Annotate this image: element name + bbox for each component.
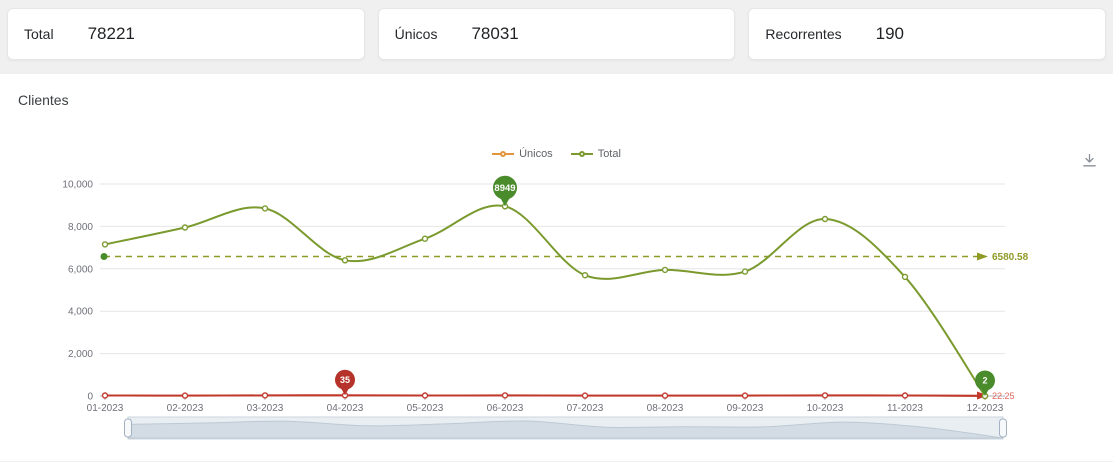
avg-markline-start-dot bbox=[100, 253, 108, 260]
series-point bbox=[901, 273, 909, 281]
series-point bbox=[421, 235, 429, 242]
series-point bbox=[821, 392, 829, 399]
chart-legend: Únicos Total bbox=[0, 148, 1113, 160]
stat-label-unicos: Únicos bbox=[394, 26, 438, 42]
x-axis-tick-label: 11-2023 bbox=[887, 403, 923, 414]
download-icon-glyph bbox=[1082, 153, 1096, 166]
x-axis-tick-label: 10-2023 bbox=[807, 403, 844, 414]
series-line bbox=[104, 204, 986, 397]
series-point bbox=[581, 271, 589, 279]
stat-value-total: 78221 bbox=[87, 24, 135, 43]
datazoom-handle-right[interactable] bbox=[999, 418, 1007, 438]
clientes-panel: Clientes Únicos Total 0 2,000 4,000 6,000 8,0… bbox=[0, 74, 1113, 461]
markpoint-pin: 35 bbox=[335, 369, 355, 396]
stat-card-total: Total 78221 bbox=[7, 8, 365, 60]
panel-title: Clientes bbox=[18, 92, 69, 108]
clientes-chart: Únicos Total 0 2,000 4,000 6,000 8,000 10,000 0… bbox=[0, 112, 1113, 458]
avg-markline-label: 6580.58 bbox=[992, 252, 1029, 263]
legend-label-total: Total bbox=[597, 148, 621, 160]
stat-card-recorrentes: Recorrentes 190 bbox=[748, 8, 1107, 60]
stats-cards-row: Total 78221 Únicos 78031 Recorrentes 190 bbox=[0, 0, 1113, 60]
stat-label-total: Total bbox=[24, 26, 54, 42]
series-point bbox=[421, 392, 429, 399]
series-point bbox=[101, 392, 109, 399]
legend-marker-total bbox=[570, 149, 593, 159]
x-axis-tick-label: 07-2023 bbox=[567, 403, 604, 414]
x-axis-tick-label: 01-2023 bbox=[87, 403, 124, 414]
y-axis-tick-label: 10,000 bbox=[62, 180, 93, 191]
series-point bbox=[181, 224, 189, 231]
y-axis-tick-label: 4,000 bbox=[68, 307, 93, 318]
x-axis-tick-label: 04-2023 bbox=[327, 403, 364, 414]
series-point bbox=[261, 205, 269, 212]
series-point bbox=[901, 392, 909, 399]
stat-label-recorrentes: Recorrentes bbox=[765, 26, 842, 42]
y-axis-tick-label: 0 bbox=[87, 392, 93, 403]
series-point bbox=[741, 392, 749, 399]
series-point bbox=[661, 392, 669, 399]
legend-marker-unicos bbox=[492, 149, 515, 159]
download-icon[interactable] bbox=[1079, 150, 1099, 170]
x-axis-tick-label: 06-2023 bbox=[487, 403, 524, 414]
legend-item-total[interactable]: Total bbox=[570, 148, 621, 160]
datazoom-data-shadow bbox=[128, 420, 1003, 439]
series-point bbox=[181, 392, 189, 399]
clientes-chart-svg[interactable]: 0 2,000 4,000 6,000 8,000 10,000 01-2023 02-202… bbox=[0, 161, 1113, 453]
series-point bbox=[581, 392, 589, 399]
stat-value-unicos: 78031 bbox=[471, 24, 519, 43]
markpoint-pin: 8949 bbox=[493, 175, 517, 207]
series-point bbox=[741, 268, 749, 275]
series-line bbox=[104, 394, 986, 397]
x-axis-tick-label: 02-2023 bbox=[167, 403, 204, 414]
avg-markline-arrow bbox=[977, 252, 988, 261]
x-axis-tick-label: 12-2023 bbox=[967, 403, 1004, 414]
markpoint-pin: 2 bbox=[975, 370, 995, 396]
svg-text:8949: 8949 bbox=[494, 183, 515, 194]
svg-text:35: 35 bbox=[340, 375, 350, 385]
legend-item-unicos[interactable]: Únicos bbox=[492, 148, 553, 160]
x-axis-tick-label: 05-2023 bbox=[407, 403, 444, 414]
y-axis-tick-label: 6,000 bbox=[68, 264, 93, 275]
series-point bbox=[341, 257, 349, 264]
avg-markline-label: 22.25 bbox=[992, 391, 1015, 401]
x-axis-tick-label: 03-2023 bbox=[247, 403, 284, 414]
y-axis-tick-label: 2,000 bbox=[68, 349, 93, 360]
legend-label-unicos: Únicos bbox=[519, 148, 553, 160]
stat-value-recorrentes: 190 bbox=[875, 24, 904, 43]
y-axis-tick-label: 8,000 bbox=[68, 222, 93, 233]
series-point bbox=[661, 266, 669, 274]
series-point bbox=[101, 241, 109, 248]
svg-text:2: 2 bbox=[982, 376, 987, 386]
series-point bbox=[501, 392, 509, 399]
x-axis-tick-label: 09-2023 bbox=[727, 403, 764, 414]
series-point bbox=[821, 215, 829, 223]
x-axis-tick-label: 08-2023 bbox=[647, 403, 684, 414]
datazoom-handle-left[interactable] bbox=[124, 418, 132, 438]
series-point bbox=[261, 392, 269, 399]
stat-card-unicos: Únicos 78031 bbox=[377, 8, 736, 60]
